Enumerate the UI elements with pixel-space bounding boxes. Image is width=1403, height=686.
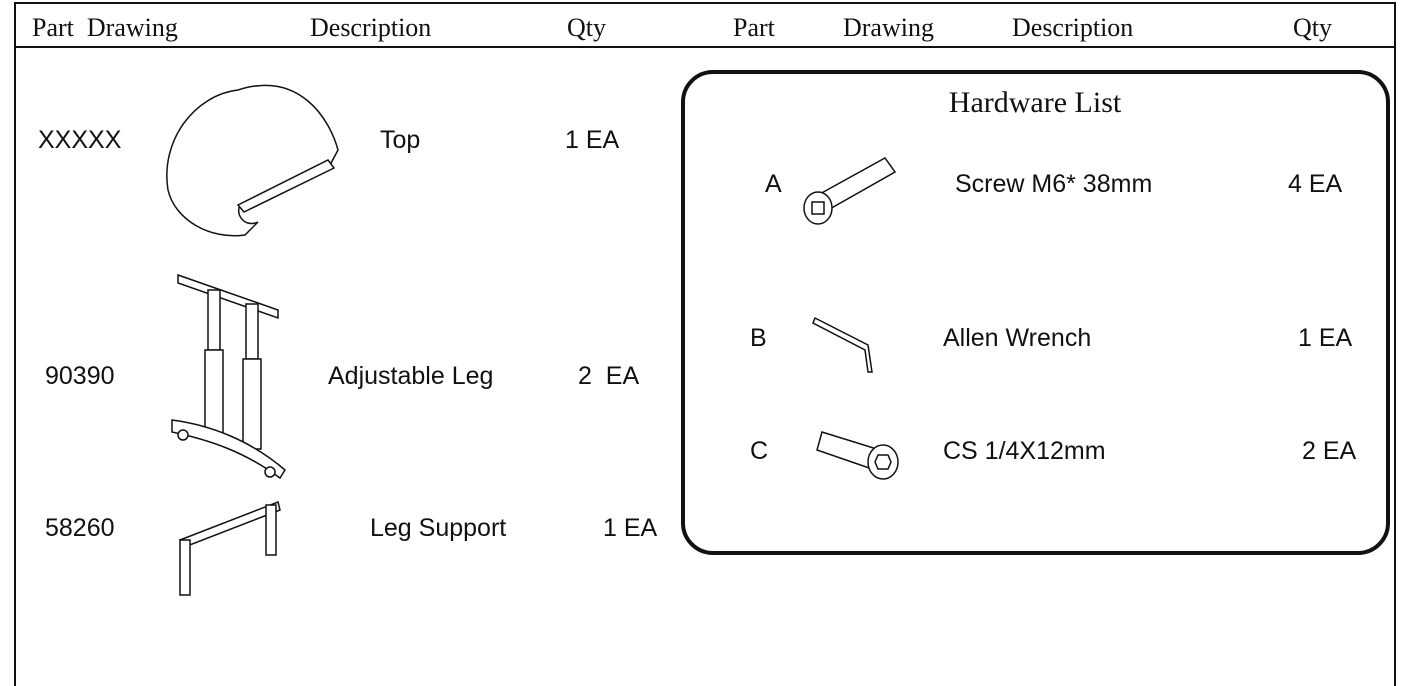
hardware-box bbox=[681, 70, 1390, 555]
leg-support-drawing bbox=[179, 500, 281, 596]
column-header: Description bbox=[1012, 13, 1133, 42]
part-description: Leg Support bbox=[370, 514, 506, 542]
hardware-part: A bbox=[765, 170, 782, 198]
column-header: Qty bbox=[567, 13, 606, 42]
part-qty: 2 EA bbox=[578, 362, 639, 390]
leg-drawing bbox=[171, 273, 286, 480]
column-header: Drawing bbox=[843, 13, 934, 42]
hardware-description: Screw M6* 38mm bbox=[955, 170, 1152, 198]
column-header: Part bbox=[733, 13, 776, 42]
hardware-qty: 2 EA bbox=[1302, 437, 1357, 465]
part-qty: 1 EA bbox=[603, 514, 658, 542]
part-description: Top bbox=[380, 126, 420, 154]
hardware-qty: 1 EA bbox=[1298, 324, 1353, 352]
part-number: 58260 bbox=[45, 514, 115, 542]
column-header: Part Drawing bbox=[32, 13, 178, 42]
part-number: XXXXX bbox=[38, 126, 122, 154]
column-header: Description bbox=[310, 13, 431, 42]
part-qty: 1 EA bbox=[565, 126, 620, 154]
hardware-qty: 4 EA bbox=[1288, 170, 1343, 198]
hardware-title: Hardware List bbox=[949, 86, 1122, 119]
column-header: Qty bbox=[1293, 13, 1332, 42]
part-description: Adjustable Leg bbox=[328, 362, 493, 390]
part-number: 90390 bbox=[45, 362, 115, 390]
hardware-part: C bbox=[750, 437, 768, 465]
hardware-part: B bbox=[750, 324, 767, 352]
top-drawing bbox=[166, 84, 339, 237]
bolt-drawing bbox=[816, 431, 899, 480]
hardware-description: CS 1/4X12mm bbox=[943, 437, 1106, 465]
hardware-description: Allen Wrench bbox=[943, 324, 1091, 352]
screw-drawing bbox=[803, 157, 897, 225]
wrench-drawing bbox=[812, 316, 873, 373]
frame bbox=[14, 2, 1396, 686]
